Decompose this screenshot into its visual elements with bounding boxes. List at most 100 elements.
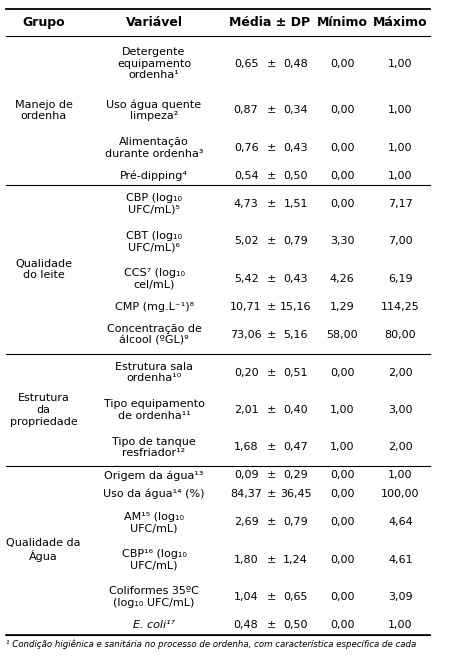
Text: ±: ±: [267, 330, 276, 340]
Text: 0,00: 0,00: [330, 592, 355, 602]
Text: 4,61: 4,61: [388, 555, 413, 565]
Text: 0,00: 0,00: [330, 105, 355, 115]
Text: 36,45: 36,45: [280, 489, 311, 500]
Text: Variável: Variável: [126, 16, 182, 29]
Text: E. coli¹⁷: E. coli¹⁷: [133, 620, 175, 630]
Text: 0,40: 0,40: [283, 405, 308, 415]
Text: 0,00: 0,00: [330, 199, 355, 209]
Text: 0,43: 0,43: [283, 274, 308, 284]
Text: 0,00: 0,00: [330, 368, 355, 378]
Text: 1,00: 1,00: [388, 59, 413, 69]
Text: Manejo de
ordenha: Manejo de ordenha: [15, 100, 73, 121]
Text: 1,00: 1,00: [388, 143, 413, 153]
Text: 0,48: 0,48: [234, 620, 258, 630]
Text: ±: ±: [267, 592, 276, 602]
Text: 114,25: 114,25: [381, 302, 420, 312]
Text: Uso da água¹⁴ (%): Uso da água¹⁴ (%): [103, 489, 205, 500]
Text: 4,26: 4,26: [330, 274, 355, 284]
Text: Estrutura sala
ordenha¹⁰: Estrutura sala ordenha¹⁰: [115, 362, 193, 384]
Text: 1,00: 1,00: [330, 442, 355, 453]
Text: 0,76: 0,76: [234, 143, 258, 153]
Text: 1,80: 1,80: [234, 555, 258, 565]
Text: 7,00: 7,00: [388, 237, 413, 246]
Text: Máximo: Máximo: [373, 16, 428, 29]
Text: ±: ±: [267, 237, 276, 246]
Text: 3,09: 3,09: [388, 592, 413, 602]
Text: 15,16: 15,16: [280, 302, 311, 312]
Text: 1,29: 1,29: [330, 302, 355, 312]
Text: 1,51: 1,51: [283, 199, 308, 209]
Text: 0,29: 0,29: [283, 471, 308, 480]
Text: 0,50: 0,50: [283, 620, 308, 630]
Text: 0,65: 0,65: [283, 592, 308, 602]
Text: Qualidade
do leite: Qualidade do leite: [15, 259, 72, 280]
Text: CBP¹⁶ (log₁₀
UFC/mL): CBP¹⁶ (log₁₀ UFC/mL): [122, 549, 186, 571]
Text: Tipo de tanque
resfriador¹²: Tipo de tanque resfriador¹²: [112, 437, 196, 458]
Text: 0,00: 0,00: [330, 471, 355, 480]
Text: 0,51: 0,51: [283, 368, 308, 378]
Text: 0,00: 0,00: [330, 143, 355, 153]
Text: 84,37: 84,37: [230, 489, 262, 500]
Text: ±: ±: [267, 620, 276, 630]
Text: 0,00: 0,00: [330, 620, 355, 630]
Text: 1,00: 1,00: [388, 620, 413, 630]
Text: 0,87: 0,87: [234, 105, 258, 115]
Text: 73,06: 73,06: [230, 330, 262, 340]
Text: 10,71: 10,71: [230, 302, 262, 312]
Text: 5,42: 5,42: [234, 274, 258, 284]
Text: ±: ±: [267, 274, 276, 284]
Text: 0,00: 0,00: [330, 555, 355, 565]
Text: ±: ±: [267, 442, 276, 453]
Text: 6,19: 6,19: [388, 274, 413, 284]
Text: 4,64: 4,64: [388, 517, 413, 527]
Text: 1,00: 1,00: [388, 105, 413, 115]
Text: 1,00: 1,00: [388, 171, 413, 181]
Text: 5,16: 5,16: [283, 330, 308, 340]
Text: 5,02: 5,02: [234, 237, 258, 246]
Text: Pré-dipping⁴: Pré-dipping⁴: [120, 171, 188, 181]
Text: Coliformes 35ºC
(log₁₀ UFC/mL): Coliformes 35ºC (log₁₀ UFC/mL): [109, 587, 199, 608]
Text: 0,54: 0,54: [234, 171, 258, 181]
Text: 3,00: 3,00: [388, 405, 413, 415]
Text: 0,79: 0,79: [283, 517, 308, 527]
Text: 0,50: 0,50: [283, 171, 308, 181]
Text: CMP (mg.L⁻¹)⁸: CMP (mg.L⁻¹)⁸: [115, 302, 193, 312]
Text: 0,47: 0,47: [283, 442, 308, 453]
Text: Qualidade da
Água: Qualidade da Água: [7, 538, 81, 562]
Text: ±: ±: [267, 368, 276, 378]
Text: 0,79: 0,79: [283, 237, 308, 246]
Text: ¹ Condição higiênica e sanitária no processo de ordenha, com característica espe: ¹ Condição higiênica e sanitária no proc…: [6, 640, 416, 649]
Text: ±: ±: [267, 199, 276, 209]
Text: ±: ±: [267, 405, 276, 415]
Text: ±: ±: [267, 471, 276, 480]
Text: 0,00: 0,00: [330, 59, 355, 69]
Text: 0,48: 0,48: [283, 59, 308, 69]
Text: AM¹⁵ (log₁₀
UFC/mL): AM¹⁵ (log₁₀ UFC/mL): [124, 511, 184, 533]
Text: ±: ±: [267, 59, 276, 69]
Text: Grupo: Grupo: [22, 16, 65, 29]
Text: 2,00: 2,00: [388, 368, 413, 378]
Text: 1,68: 1,68: [234, 442, 258, 453]
Text: Estrutura
da
propriedade: Estrutura da propriedade: [10, 393, 78, 426]
Text: ±: ±: [267, 489, 276, 500]
Text: 2,69: 2,69: [234, 517, 258, 527]
Text: CBP (log₁₀
UFC/mL)⁵: CBP (log₁₀ UFC/mL)⁵: [126, 193, 182, 215]
Text: 2,00: 2,00: [388, 442, 413, 453]
Text: 2,01: 2,01: [234, 405, 258, 415]
Text: 0,65: 0,65: [234, 59, 258, 69]
Text: 0,09: 0,09: [234, 471, 258, 480]
Text: 1,00: 1,00: [330, 405, 355, 415]
Text: ±: ±: [267, 143, 276, 153]
Text: CCS⁷ (log₁₀
cel/mL): CCS⁷ (log₁₀ cel/mL): [124, 268, 184, 290]
Text: 0,43: 0,43: [283, 143, 308, 153]
Text: Uso água quente
limpeza²: Uso água quente limpeza²: [107, 100, 201, 121]
Text: ±: ±: [267, 171, 276, 181]
Text: 0,00: 0,00: [330, 171, 355, 181]
Text: 1,00: 1,00: [388, 471, 413, 480]
Text: 0,20: 0,20: [234, 368, 258, 378]
Text: Alimentação
durante ordenha³: Alimentação durante ordenha³: [105, 137, 203, 159]
Text: Concentração de
álcool (ºGL)⁹: Concentração de álcool (ºGL)⁹: [107, 324, 201, 346]
Text: 0,00: 0,00: [330, 489, 355, 500]
Text: 1,04: 1,04: [234, 592, 258, 602]
Text: ±: ±: [267, 302, 276, 312]
